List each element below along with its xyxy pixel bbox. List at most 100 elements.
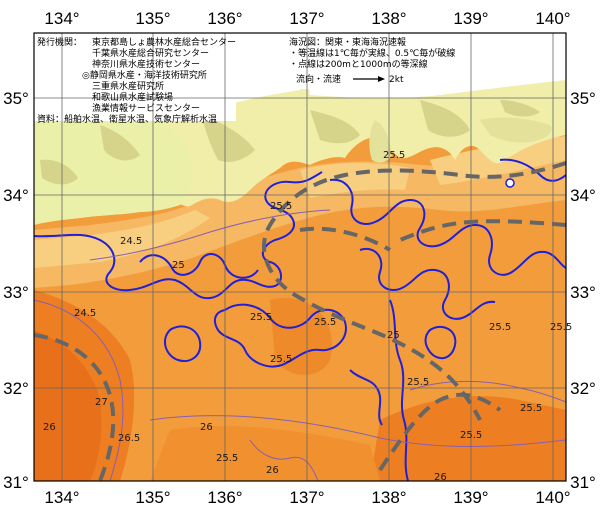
isotherm-5 bbox=[249, 439, 319, 482]
kuroshio-east-branch bbox=[399, 219, 567, 242]
issuer-credits: 発行機関： 東京都島しょ農林水産総合センター 千葉県水産総合研究センター 神奈川… bbox=[37, 36, 236, 125]
lon-tick-top-139: 139° bbox=[453, 9, 488, 28]
sea-zone-coastal-light bbox=[34, 210, 210, 268]
lon-tick-bottom-134: 134° bbox=[44, 488, 79, 507]
issuer-line-5: 三重県水産研究所 bbox=[92, 80, 164, 92]
isotherm-value-label: 27 bbox=[95, 397, 108, 408]
land-relief-2 bbox=[310, 110, 360, 144]
lon-tick-top-138: 138° bbox=[371, 9, 406, 28]
legend-area-title: 海況図：関東・東海海況速報 bbox=[289, 36, 406, 48]
depth-contour-1000m-mid bbox=[139, 253, 259, 279]
land-izu-peninsula bbox=[369, 120, 392, 163]
depth-contour-east-trench bbox=[329, 178, 567, 276]
lon-tick-top-136: 136° bbox=[207, 9, 242, 28]
legend-arrow-head bbox=[378, 76, 385, 82]
lat-tick-left-35: 35° bbox=[3, 89, 29, 108]
legend-speed-label: 2kt bbox=[389, 75, 404, 85]
isotherm-3 bbox=[89, 209, 331, 261]
isotherm-value-label: 25.5 bbox=[216, 453, 238, 464]
lon-tick-bottom-139: 139° bbox=[453, 488, 488, 507]
lon-tick-bottom-135: 135° bbox=[135, 488, 170, 507]
depth-contour-east-top bbox=[499, 158, 567, 182]
issuer-label: 発行機関： bbox=[37, 36, 82, 48]
legend-current-label: 流向・流速 bbox=[296, 73, 341, 85]
land-kii-peninsula bbox=[34, 107, 192, 225]
sea-zone-warm-south bbox=[150, 425, 380, 481]
land-relief-3 bbox=[420, 100, 470, 137]
lat-tick-right-33: 33° bbox=[570, 283, 596, 302]
data-sources: 資料：船舶水温、衛星水温、気象庁解析水温 bbox=[37, 113, 217, 125]
kuroshio-south-arc bbox=[378, 392, 502, 472]
depth-contour-ridge-2 bbox=[349, 369, 383, 426]
lat-tick-right-32: 32° bbox=[570, 379, 596, 398]
isotherm-value-label: 26 bbox=[266, 465, 279, 476]
lat-tick-left-32: 32° bbox=[3, 379, 29, 398]
lon-tick-labels-bottom: 134° 135° 136° 137° 138° 139° 140° bbox=[44, 488, 570, 507]
depth-contour-loop-center bbox=[213, 303, 347, 368]
map-frame bbox=[33, 32, 567, 482]
depth-contour-1000m-west bbox=[33, 171, 323, 300]
isotherm-value-label: 25.5 bbox=[489, 322, 511, 333]
issuer-line-6: 和歌山県水産試験場 bbox=[92, 91, 173, 103]
issuer-line-4: ◎静岡県水産・海洋技術研究所 bbox=[82, 69, 207, 81]
lon-tick-top-140: 140° bbox=[535, 9, 570, 28]
isotherm-value-label: 25 bbox=[172, 260, 185, 271]
isotherm-value-label: 25.5 bbox=[407, 377, 429, 388]
kuroshio-mid bbox=[299, 226, 392, 252]
credit-panel bbox=[34, 33, 236, 121]
isotherm-value-label: 25 bbox=[387, 330, 400, 341]
land-relief-5 bbox=[40, 159, 78, 185]
isotherm-value-label: 25.5 bbox=[270, 354, 292, 365]
lon-tick-bottom-136: 136° bbox=[207, 488, 242, 507]
kuroshio-path bbox=[33, 161, 567, 482]
isotherm-value-label: 26 bbox=[434, 472, 447, 483]
depth-contours bbox=[33, 158, 567, 482]
kuroshio-west-arc bbox=[33, 333, 116, 482]
sea-zone-hot-sw bbox=[34, 330, 102, 481]
lon-tick-top-137: 137° bbox=[289, 9, 324, 28]
lat-lon-grid bbox=[34, 33, 566, 481]
kuroshio-main bbox=[262, 161, 567, 421]
lon-tick-bottom-138: 138° bbox=[371, 488, 406, 507]
lat-tick-labels-left: 35° 34° 33° 32° 31° bbox=[3, 89, 29, 492]
station-marker bbox=[505, 178, 515, 188]
lon-tick-bottom-137: 137° bbox=[289, 488, 324, 507]
sea-zone-hot-east bbox=[370, 396, 566, 481]
depth-contour-loop-se bbox=[424, 325, 457, 360]
lon-tick-top-134: 134° bbox=[44, 9, 79, 28]
isotherm-2 bbox=[149, 415, 567, 447]
depth-contour-east-2 bbox=[359, 247, 496, 320]
isotherm-value-label: 26 bbox=[43, 422, 56, 433]
lon-tick-bottom-140: 140° bbox=[535, 488, 570, 507]
isotherm-value-label: 25.5 bbox=[520, 403, 542, 414]
isotherm-value-label: 24.5 bbox=[74, 308, 96, 319]
sea-zone-warm-mid bbox=[270, 298, 332, 375]
lat-tick-right-35: 35° bbox=[570, 89, 596, 108]
issuer-line-2: 千葉県水産総合研究センター bbox=[92, 47, 209, 59]
lon-tick-top-135: 135° bbox=[135, 9, 170, 28]
isotherm-value-label: 26.5 bbox=[118, 433, 140, 444]
issuer-line-7: 漁業情報サービスセンター bbox=[92, 102, 200, 114]
isotherm-1 bbox=[33, 299, 124, 482]
isotherm-value-label: 26 bbox=[200, 422, 213, 433]
land-relief-1 bbox=[200, 110, 255, 162]
isotherm-lines bbox=[33, 209, 567, 482]
lat-tick-left-33: 33° bbox=[3, 283, 29, 302]
lon-tick-labels-top: 134° 135° 136° 137° 138° 139° 140° bbox=[44, 9, 570, 28]
isotherm-value-label: 25.5 bbox=[270, 201, 292, 212]
isotherm-value-label: 25.5 bbox=[460, 430, 482, 441]
lat-tick-right-34: 34° bbox=[570, 186, 596, 205]
map-legend: 海況図：関東・東海海況速報 ・等温線は1℃毎が実線、0.5℃毎が破線 ・点線は2… bbox=[289, 36, 455, 85]
legend-note-2: ・点線は200mと1000mの等深線 bbox=[289, 58, 428, 70]
land-relief-6 bbox=[500, 100, 540, 117]
isotherm-value-labels: 25.5 25.5 24.5 25 24.5 25.5 25.5 25.5 25 25.5 25.5… bbox=[43, 150, 572, 483]
isotherm-value-label: 25.5 bbox=[250, 312, 272, 323]
isotherm-value-label: 25.5 bbox=[383, 150, 405, 161]
depth-contour-ridge bbox=[389, 299, 409, 482]
isotherm-value-label: 24.5 bbox=[120, 236, 142, 247]
lat-tick-right-31: 31° bbox=[570, 473, 596, 492]
lat-tick-left-34: 34° bbox=[3, 186, 29, 205]
lat-tick-left-31: 31° bbox=[3, 473, 29, 492]
map-area bbox=[33, 33, 567, 482]
